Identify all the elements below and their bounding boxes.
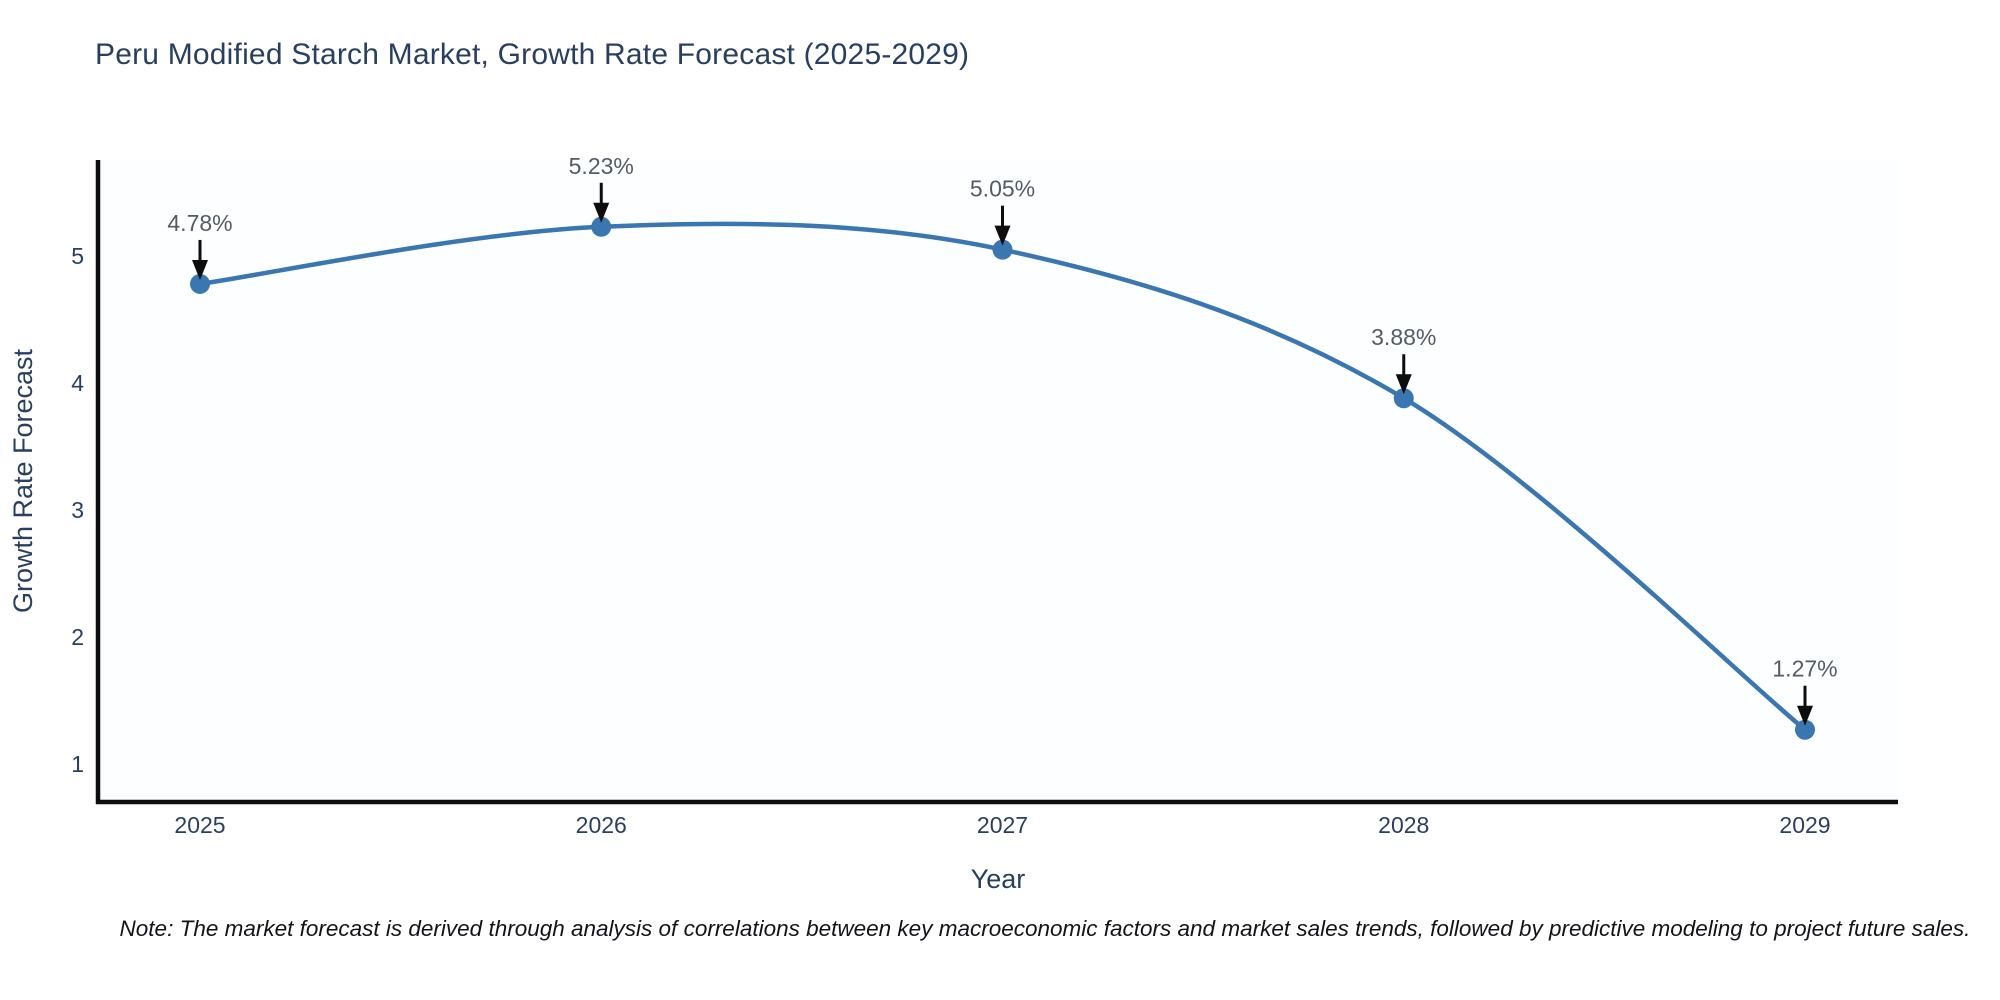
annotation-arrowhead-icon — [192, 259, 208, 280]
y-axis-title: Growth Rate Forecast — [8, 348, 38, 613]
footnote: Note: The market forecast is derived thr… — [119, 916, 1971, 941]
point-annotation: 5.23% — [569, 153, 634, 223]
x-tick-label: 2027 — [977, 812, 1028, 838]
y-tick-label: 2 — [71, 624, 84, 650]
point-annotation: 5.05% — [970, 176, 1035, 246]
axes-layer: 1 2 3 4 5 2025 2026 2027 2028 2029 — [71, 160, 1898, 838]
y-tick-label: 3 — [71, 497, 84, 523]
trend-line — [197, 221, 1808, 732]
point-annotation: 3.88% — [1371, 324, 1436, 395]
y-tick-label: 5 — [71, 243, 84, 269]
annotation-arrowhead-icon — [1797, 705, 1813, 726]
data-point-marker — [591, 216, 612, 237]
x-tick-label: 2025 — [174, 812, 225, 838]
annotation-arrowhead-icon — [593, 202, 610, 223]
annotation-layer: 4.78% 5.23% 5.05% 3.88% 1.27% — [167, 153, 1838, 726]
x-axis-title: Year — [971, 864, 1026, 894]
annotation-arrowhead-icon — [994, 225, 1011, 246]
x-tick-label: 2028 — [1378, 812, 1429, 838]
plot-area-background — [98, 158, 1898, 802]
data-point-marker — [190, 273, 210, 294]
point-annotation-label: 1.27% — [1772, 656, 1837, 682]
y-tick-label: 4 — [71, 370, 84, 396]
data-point-marker — [1795, 719, 1815, 740]
y-tick-label: 1 — [71, 751, 84, 777]
data-point-marker — [992, 239, 1013, 260]
point-annotation-label: 3.88% — [1371, 324, 1436, 350]
annotation-arrowhead-icon — [1395, 374, 1412, 395]
series-layer — [190, 216, 1815, 740]
data-point-marker — [1393, 388, 1414, 409]
point-annotation: 1.27% — [1772, 656, 1838, 726]
point-annotation-label: 4.78% — [167, 210, 232, 236]
x-tick-label: 2026 — [576, 812, 627, 838]
point-annotation-label: 5.05% — [970, 176, 1035, 202]
point-annotation-label: 5.23% — [569, 153, 634, 179]
point-annotation: 4.78% — [167, 210, 233, 280]
chart-title: Peru Modified Starch Market, Growth Rate… — [95, 38, 970, 71]
x-tick-label: 2029 — [1779, 812, 1830, 838]
